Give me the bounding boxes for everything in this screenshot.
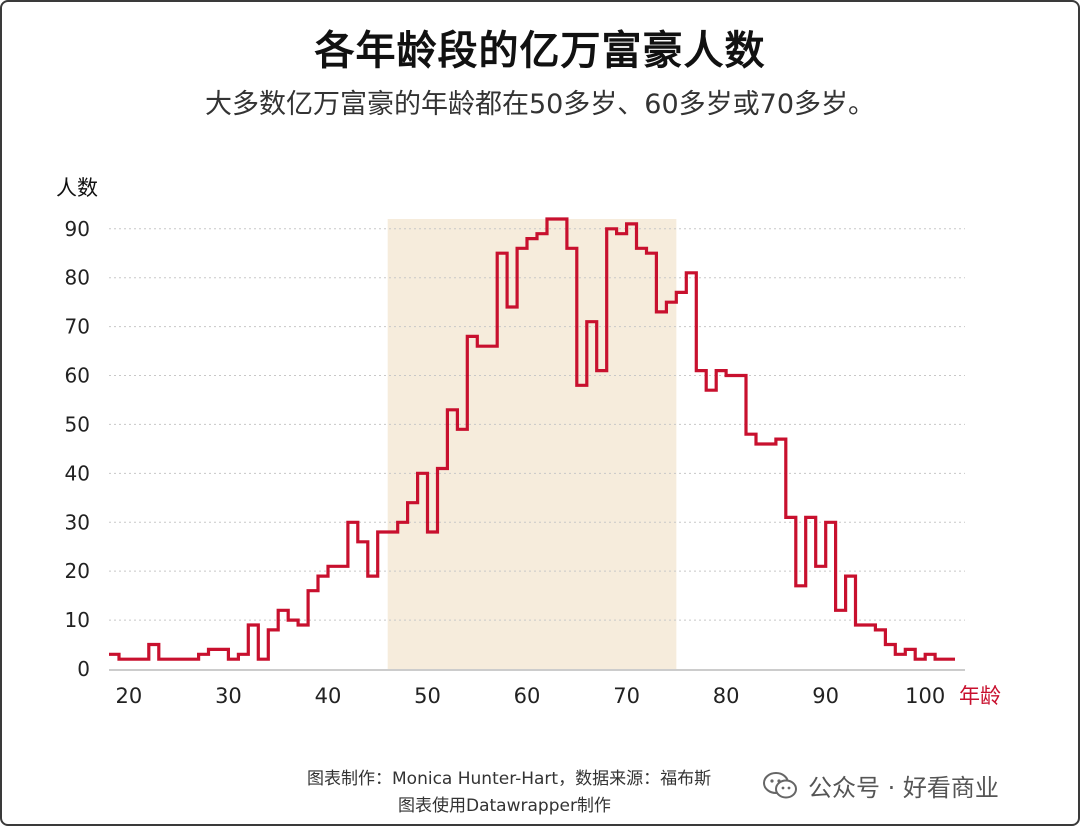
- wechat-icon: [763, 771, 797, 798]
- y-tick-label: 20: [65, 559, 90, 583]
- x-tick-label: 60: [514, 684, 541, 708]
- x-tick-label: 100: [905, 684, 945, 708]
- grid-layer: [109, 228, 965, 671]
- y-tick-label: 40: [65, 461, 90, 485]
- y-tick-label: 70: [65, 315, 90, 339]
- y-axis-label: 人数: [56, 176, 98, 200]
- y-tick-label: 50: [65, 412, 90, 436]
- x-tick-label: 90: [812, 684, 839, 708]
- chart-subtitle: 大多数亿万富豪的年龄都在50多岁、60多岁或70多岁。: [204, 89, 876, 120]
- credit-line-2: 图表使用Datawrapper制作: [398, 796, 611, 816]
- x-tick-label: 50: [414, 684, 441, 708]
- step-chart: 0 10 20 30 40 50 60 70 80 90 20 30 40 50 60 70 80 90 100 人…: [56, 176, 1001, 708]
- highlight-band: [387, 219, 677, 669]
- series-line: [109, 217, 955, 661]
- y-tick-label: 30: [65, 510, 90, 534]
- x-tick-label: 80: [713, 684, 740, 708]
- credit-line-1: 图表制作：Monica Hunter-Hart，数据来源：福布斯: [307, 769, 712, 789]
- x-axis-label: 年龄: [959, 684, 1001, 708]
- watermark: 公众号 · 好看商业: [762, 768, 999, 803]
- y-tick-label: 60: [65, 364, 90, 388]
- tick-label-layer: 0 10 20 30 40 50 60 70 80 90 20 30 40 50 60 70 80 90 100: [65, 217, 946, 708]
- highlight-band-layer: [387, 219, 677, 669]
- y-tick-label: 10: [65, 608, 90, 632]
- watermark-text: 公众号 · 好看商业: [808, 774, 999, 802]
- x-tick-label: 20: [116, 684, 143, 708]
- y-tick-label: 90: [65, 217, 90, 241]
- y-tick-label: 0: [77, 657, 90, 681]
- x-tick-label: 40: [315, 684, 342, 708]
- x-tick-label: 30: [215, 684, 242, 708]
- y-tick-label: 80: [65, 266, 90, 290]
- x-tick-label: 70: [613, 684, 640, 708]
- series-layer: [109, 217, 955, 661]
- chart-title: 各年龄段的亿万富豪人数: [314, 28, 766, 74]
